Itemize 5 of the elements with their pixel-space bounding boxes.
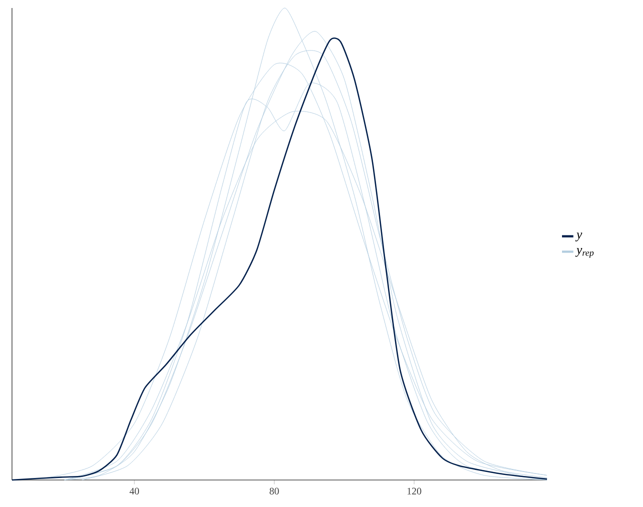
x-tick-label: 120 (408, 488, 422, 494)
legend-label: y$_{rep}$ (575, 248, 594, 258)
x-tick-label: 40 (130, 488, 139, 494)
x-tick-label: 80 (270, 488, 279, 494)
legend-label: y (575, 232, 582, 242)
